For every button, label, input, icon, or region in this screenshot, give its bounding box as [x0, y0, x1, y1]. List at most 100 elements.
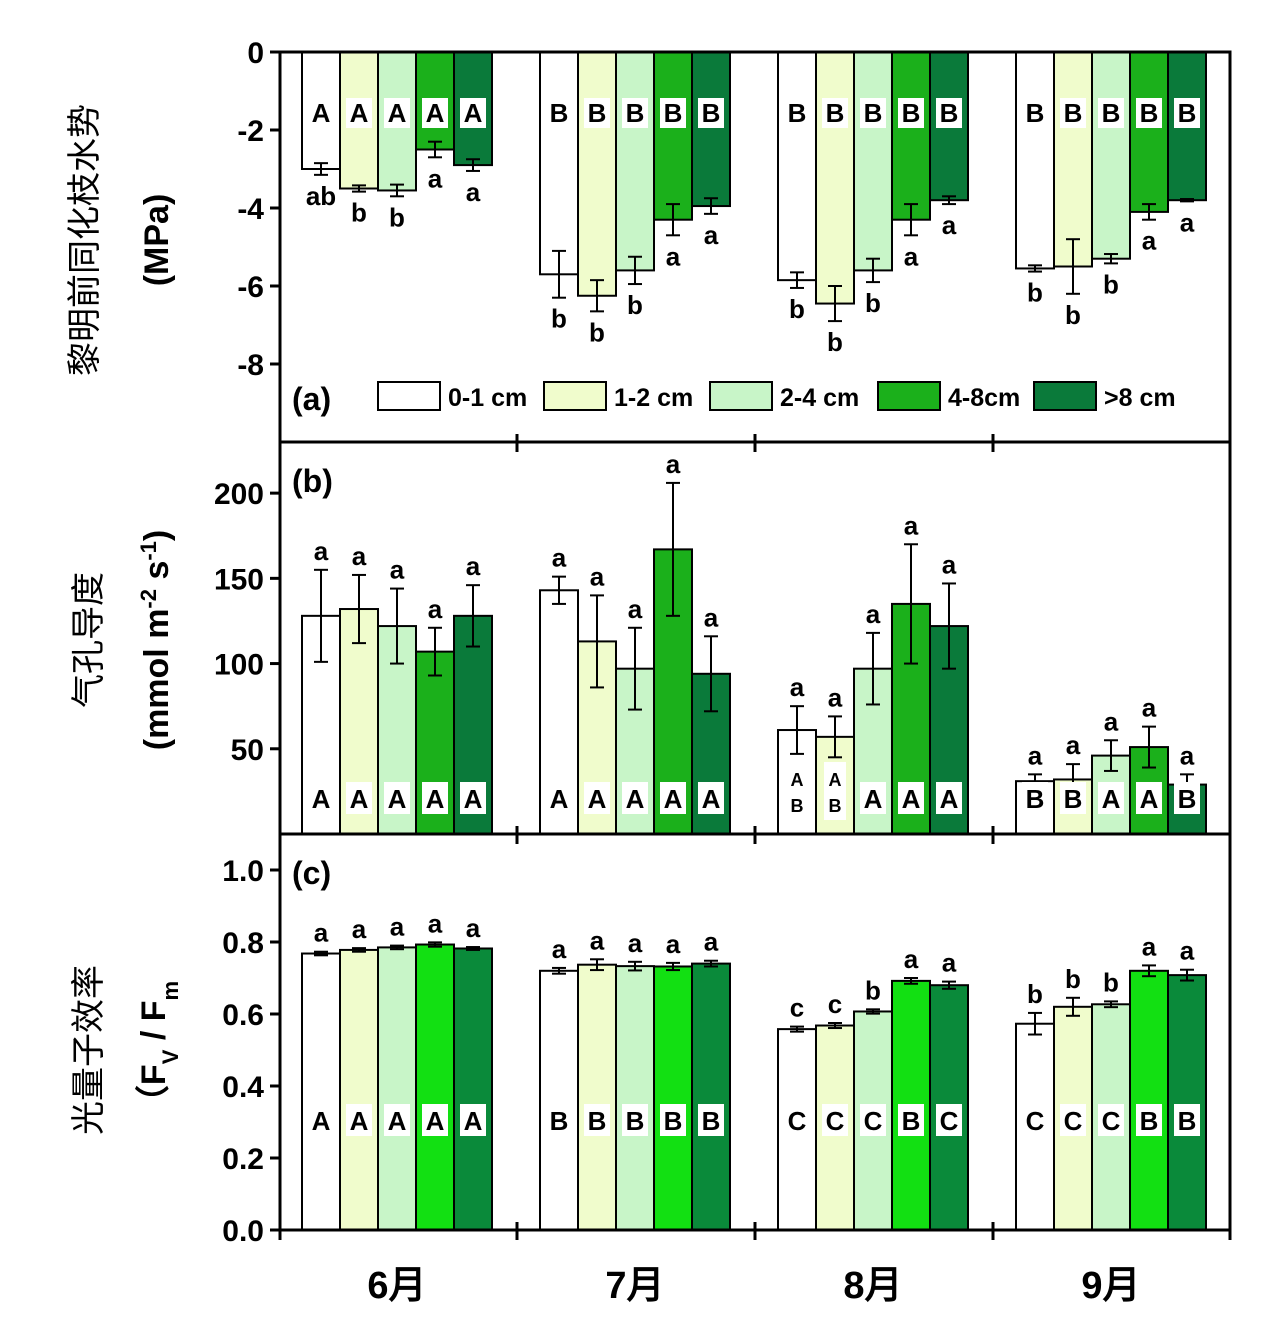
- error-bar-a-1-1: [590, 279, 604, 313]
- letter-top-c-3-2: b: [1103, 967, 1119, 997]
- letter-lower-a-3-2: b: [1103, 269, 1119, 299]
- error-bar-a-2-1: [828, 285, 842, 323]
- bar-a-2-3: [891, 51, 931, 221]
- error-bar-b-1-0: [552, 575, 566, 605]
- letter-bottom-b-1-3: A: [664, 784, 683, 814]
- letter-bottom-bg-b-3-3: [1136, 782, 1162, 814]
- letter-bottom-bg-c-2-1: [822, 1104, 848, 1136]
- letter-top-c-3-1: b: [1065, 964, 1081, 994]
- error-bar-c-0-4: [466, 946, 480, 951]
- error-bar-a-0-4: [466, 158, 480, 172]
- letter-upper-a-1-1: B: [588, 98, 607, 128]
- letter-top-c-2-2: b: [865, 975, 881, 1005]
- error-bar-a-2-4: [942, 195, 956, 206]
- letter-bottom-bg-b-1-3: [660, 782, 686, 814]
- letter-lower-a-1-3: a: [666, 241, 681, 271]
- letter-upper-a-3-2: B: [1102, 98, 1121, 128]
- ylabel-b-end: ): [138, 530, 176, 541]
- letter-upper-bg-a-1-4: [698, 98, 724, 128]
- ytick-label-b-0: 50: [231, 734, 264, 767]
- ylabel-c-line1: 光量子效率: [69, 965, 109, 1135]
- ylabel-a-line2: (MPa): [138, 194, 176, 287]
- letter-top-b-0-1: a: [352, 541, 367, 571]
- letter-upper-a-0-2: A: [388, 98, 407, 128]
- error-bar-c-0-1: [352, 947, 366, 953]
- letter-bottom-bg-c-0-4: [460, 1104, 486, 1136]
- letter-bottom-c-0-4: A: [464, 1106, 483, 1136]
- error-bar-c-2-2: [866, 1008, 880, 1015]
- error-bar-b-0-4: [466, 584, 480, 648]
- letter-top-c-1-4: a: [704, 927, 719, 957]
- panel-label-c: (c): [292, 855, 331, 891]
- x-category-label-0: 6月: [367, 1265, 426, 1307]
- letter-top-b-2-0: a: [790, 672, 805, 702]
- error-bar-b-2-3: [904, 543, 918, 665]
- letter-lower-a-0-4: a: [466, 177, 481, 207]
- bar-a-3-0: [1015, 51, 1055, 270]
- letter-bottom-c-0-2: A: [388, 1106, 407, 1136]
- letter-upper-a-1-2: B: [626, 98, 645, 128]
- letter-bottom-bg-b-3-2: [1098, 782, 1124, 814]
- ytick-label-a-3: -6: [237, 271, 264, 304]
- error-bar-a-2-3: [904, 203, 918, 237]
- ytick-label-b-1: 100: [214, 649, 264, 682]
- letter-bottom-bg-b-1-4: [698, 782, 724, 814]
- letter-upper-a-2-2: B: [864, 98, 883, 128]
- ytick-label-c-4: 0.8: [222, 927, 264, 960]
- bar-a-1-3: [653, 51, 693, 221]
- letter-bottom-c-0-1: A: [350, 1106, 369, 1136]
- error-bar-c-2-0: [790, 1025, 804, 1033]
- ylabel-b-part1: (mmol m: [138, 609, 176, 751]
- ylabel-a-line1: 黎明前同化枝水势: [65, 104, 105, 376]
- ylabel-c-sub1: V: [158, 1049, 183, 1064]
- letter-upper-a-2-3: B: [902, 98, 921, 128]
- letter-bottom-bg-c-1-2: [622, 1104, 648, 1136]
- letter-bottom-bg-c-1-4: [698, 1104, 724, 1136]
- bar-c-0-1: [339, 948, 379, 1231]
- error-bar-c-2-4: [942, 980, 956, 990]
- legend-label-4: >8 cm: [1104, 384, 1176, 412]
- letter-top-c-0-0: a: [314, 918, 329, 948]
- letter-top-c-2-4: a: [942, 948, 957, 978]
- letter-bottom-c-1-1: B: [588, 1106, 607, 1136]
- letter-top-c-3-0: b: [1027, 979, 1043, 1009]
- ytick-label-c-5: 1.0: [222, 855, 264, 888]
- letter-lower-a-0-2: b: [389, 202, 405, 232]
- letter-upper-a-1-0: B: [550, 98, 569, 128]
- ytick-label-b-2: 150: [214, 563, 264, 596]
- letter-upper-bg-a-2-1: [822, 98, 848, 128]
- letter-top-b-0-4: a: [466, 551, 481, 581]
- letter-bottom-2-b-2-0: B: [791, 796, 804, 816]
- letter-upper-a-0-0: A: [312, 98, 331, 128]
- letter-bottom-b-3-0: B: [1026, 784, 1045, 814]
- error-bar-c-2-3: [904, 977, 918, 985]
- error-bar-b-2-1: [828, 715, 842, 759]
- letter-bottom-bg-b-2-1: [824, 762, 846, 820]
- letter-lower-a-3-4: a: [1180, 207, 1195, 237]
- letter-bottom-bg-b-0-2: [384, 782, 410, 814]
- letter-upper-a-1-4: B: [702, 98, 721, 128]
- significance-letters-layer: abAbBbBbBbAbBbBbBbAbBbBbBaAaBaBaBaAaBaBa…: [306, 98, 1200, 1136]
- letter-top-b-0-2: a: [390, 555, 405, 585]
- letter-bottom-c-2-2: C: [864, 1106, 883, 1136]
- letter-bottom-b-3-4: B: [1178, 784, 1197, 814]
- bar-c-1-3: [653, 965, 693, 1231]
- letter-upper-bg-a-2-3: [898, 98, 924, 128]
- error-bar-b-2-4: [942, 582, 956, 670]
- letter-bottom-bg-b-0-3: [422, 782, 448, 814]
- bar-c-1-1: [577, 963, 617, 1231]
- ytick-label-a-2: -4: [237, 193, 264, 226]
- letter-top-b-2-4: a: [942, 549, 957, 579]
- letter-bottom-bg-c-3-1: [1060, 1104, 1086, 1136]
- letter-bottom-1-b-2-1: A: [829, 770, 842, 790]
- legend-label-0: 0-1 cm: [448, 384, 527, 412]
- letter-bottom-bg-c-3-2: [1098, 1104, 1124, 1136]
- error-bar-c-3-2: [1104, 1000, 1118, 1009]
- bar-c-0-0: [301, 952, 341, 1232]
- letter-bottom-b-0-4: A: [464, 784, 483, 814]
- ytick-label-a-1: -2: [237, 115, 264, 148]
- bar-a-1-0: [539, 51, 579, 276]
- letter-top-c-1-3: a: [666, 929, 681, 959]
- bars-layer: [301, 51, 1207, 1232]
- letter-bottom-bg-c-0-0: [308, 1104, 334, 1136]
